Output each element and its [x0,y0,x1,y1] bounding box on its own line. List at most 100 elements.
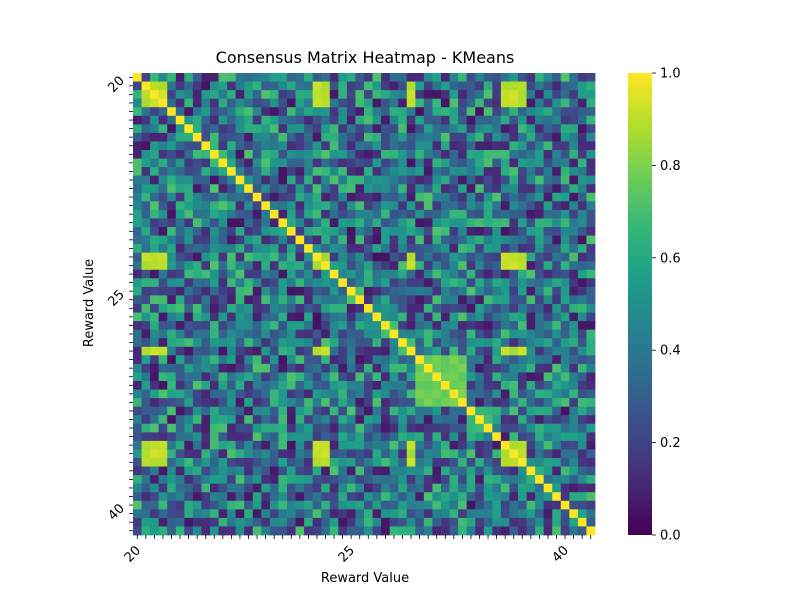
x-axis-ticks: 20 25 40 [122,535,592,566]
heatmap-cell [475,295,485,305]
heatmap-cell [346,517,356,527]
heatmap-cell [141,381,151,390]
heatmap-cell [252,124,262,134]
heatmap-cell [312,492,322,502]
heatmap-cell [500,115,510,125]
heatmap-cell [141,398,151,408]
heatmap-cell [432,432,442,442]
heatmap-cell [458,304,468,313]
heatmap-cell [389,81,399,91]
heatmap-cell [252,261,262,271]
heatmap-cell [586,98,596,108]
heatmap-cell [398,500,408,510]
heatmap-cell [364,81,373,91]
heatmap-cell [543,363,553,373]
heatmap-cell [355,304,365,313]
heatmap-cell [552,449,562,459]
heatmap-cell [192,167,202,177]
heatmap-cell [449,458,459,467]
heatmap-cell [577,150,587,159]
heatmap-cell [338,261,348,271]
heatmap-cell [483,184,493,194]
heatmap-cell [449,184,459,194]
heatmap-cell [218,150,228,159]
heatmap-cell [449,124,459,134]
heatmap-cell [269,389,279,399]
heatmap-cell [492,415,502,425]
heatmap-cell [543,286,553,296]
heatmap-cell [287,458,296,467]
heatmap-cell [475,184,485,194]
heatmap-cell [158,252,168,262]
heatmap-cell [381,363,391,373]
heatmap-cell [338,132,348,142]
heatmap-cell [509,466,519,476]
heatmap-cell [441,363,450,373]
heatmap-cell [355,167,365,177]
heatmap-cell [415,141,425,151]
heatmap-cell [577,312,587,322]
heatmap-cell [364,115,373,125]
heatmap-cell [569,321,579,331]
heatmap-cell [423,466,433,476]
heatmap-cell [312,261,322,271]
heatmap-cell [492,346,502,356]
heatmap-cell [184,312,194,322]
heatmap-cell [244,261,254,271]
heatmap-cell [158,81,168,91]
heatmap-cell [372,466,382,476]
heatmap-cell [372,381,382,390]
heatmap-cell [329,321,339,331]
heatmap-cell [569,227,579,236]
heatmap-cell [244,526,254,536]
heatmap-cell [389,372,399,382]
heatmap-cell [543,398,553,408]
heatmap-cell [287,517,296,527]
heatmap-cell [364,312,373,322]
heatmap-cell [500,423,510,433]
heatmap-cell [158,363,168,373]
heatmap-cell [415,124,425,134]
heatmap-cell [184,355,194,365]
heatmap-cell [526,475,536,485]
heatmap-cell [466,483,476,493]
heatmap-cell [381,509,391,519]
heatmap-cell [518,329,527,339]
heatmap-cell [475,150,485,159]
heatmap-cell [244,201,254,211]
heatmap-cell [475,73,485,82]
heatmap-cell [458,509,468,519]
heatmap-cell [192,244,202,254]
heatmap-cell [586,115,596,125]
heatmap-cell [389,286,399,296]
heatmap-cell [586,141,596,151]
heatmap-cell [218,90,228,100]
heatmap-cell [449,321,459,331]
heatmap-cell [381,406,391,416]
heatmap-cell [449,227,459,236]
heatmap-cell [235,372,245,382]
heatmap-cell [389,321,399,331]
heatmap-cell [466,252,476,262]
heatmap-cell [500,312,510,322]
heatmap-cell [338,449,348,459]
heatmap-cell [158,132,168,142]
heatmap-cell [372,115,382,125]
heatmap-cell [518,509,527,519]
heatmap-cell [509,269,519,279]
heatmap-cell [321,175,331,185]
heatmap-cell [210,304,219,313]
heatmap-cell [475,261,485,271]
heatmap-cell [586,312,596,322]
heatmap-cell [287,372,296,382]
heatmap-cell [210,329,219,339]
heatmap-cell [475,500,485,510]
heatmap-cell [569,381,579,390]
heatmap-cell [158,90,168,100]
heatmap-cell [210,184,219,194]
heatmap-cell [218,483,228,493]
heatmap-cell [449,175,459,185]
heatmap-cell [321,124,331,134]
heatmap-cell [518,449,527,459]
heatmap-cell [167,304,177,313]
